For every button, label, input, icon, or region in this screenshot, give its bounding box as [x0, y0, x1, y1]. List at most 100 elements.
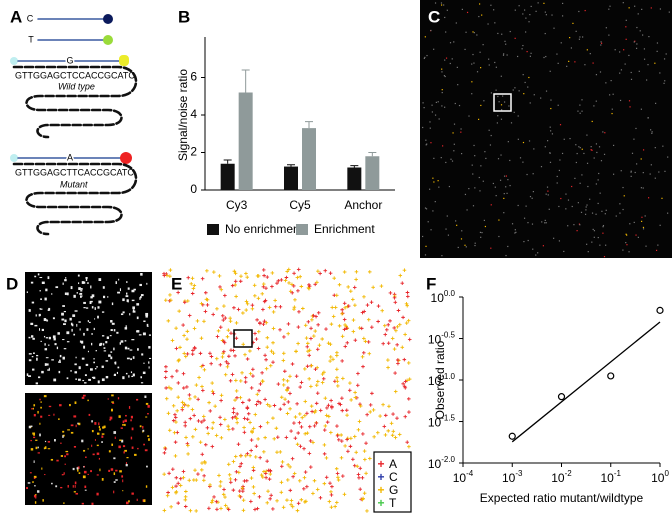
spot [85, 363, 89, 366]
spot [352, 463, 357, 468]
spot [279, 490, 284, 495]
x-tick-label: 100 [651, 469, 669, 485]
spot [259, 473, 264, 477]
spot [599, 244, 601, 246]
sequence: GTTGGAGCTCCACCGCATC [15, 70, 135, 80]
spot [356, 472, 361, 477]
spot [238, 395, 243, 400]
spot [500, 118, 503, 120]
spot [31, 301, 35, 304]
spot [366, 340, 371, 344]
spot [82, 394, 86, 397]
spot [180, 405, 185, 410]
spot [284, 435, 289, 440]
spot [261, 307, 265, 312]
spot [525, 205, 527, 207]
spot [405, 290, 410, 295]
spot [265, 275, 270, 279]
spot [342, 327, 347, 332]
spot [340, 396, 344, 401]
spot [329, 493, 334, 497]
spot [75, 424, 77, 428]
spot [637, 13, 639, 15]
spot [406, 294, 410, 299]
spot [424, 36, 426, 38]
spot [481, 14, 483, 16]
spot [608, 8, 610, 10]
spot [82, 475, 86, 479]
image-d-top [25, 272, 152, 385]
spot [468, 187, 470, 190]
spot [574, 61, 576, 63]
spot [624, 63, 626, 65]
panel-label: C [428, 7, 440, 26]
spot [471, 164, 473, 166]
spot [148, 366, 150, 369]
spot [587, 185, 589, 188]
spot [108, 450, 111, 453]
spot [111, 394, 114, 397]
spot [217, 473, 221, 478]
spot [62, 435, 64, 438]
spot [657, 244, 659, 246]
spot [659, 72, 661, 74]
spot [173, 415, 178, 420]
spot [636, 163, 638, 165]
spot [223, 372, 228, 377]
spot [77, 274, 80, 277]
spot [228, 316, 232, 321]
spot [26, 291, 28, 294]
spot [500, 75, 502, 77]
spot [640, 187, 642, 189]
spot [124, 340, 127, 342]
spot [302, 475, 307, 480]
spot [122, 298, 125, 302]
spot [30, 425, 33, 428]
spot [29, 472, 32, 474]
spot [597, 202, 599, 205]
spot [226, 361, 230, 366]
spot [63, 502, 65, 504]
bar [238, 92, 253, 190]
spot [254, 337, 259, 341]
spot [370, 391, 374, 396]
spot [358, 404, 363, 408]
spot [228, 378, 233, 383]
spot [122, 376, 125, 380]
spot [278, 450, 283, 454]
spot [495, 195, 497, 197]
spot [625, 19, 627, 21]
spot [132, 306, 135, 310]
spot [545, 222, 547, 224]
spot [51, 293, 53, 295]
spot [148, 438, 150, 441]
spot [391, 429, 396, 434]
spot [166, 411, 171, 416]
spot [595, 74, 598, 76]
spot [124, 346, 128, 350]
spot [241, 342, 246, 347]
spot [285, 498, 289, 502]
spot [253, 455, 258, 459]
spot [628, 54, 630, 57]
spot [518, 5, 520, 7]
image-c [420, 0, 672, 258]
spot [341, 376, 345, 381]
spot [244, 271, 248, 276]
spot [137, 348, 139, 351]
spot [144, 395, 147, 399]
spot [590, 146, 592, 148]
spot [220, 314, 225, 318]
spot [586, 204, 588, 206]
spot [589, 198, 591, 200]
spot [602, 224, 605, 227]
spot [124, 423, 126, 427]
spot [103, 350, 107, 352]
spot [37, 490, 40, 493]
spot [466, 209, 468, 211]
spot [110, 468, 114, 471]
spot [53, 413, 55, 416]
spot [638, 70, 640, 72]
spot [574, 177, 576, 179]
spot [252, 491, 256, 496]
